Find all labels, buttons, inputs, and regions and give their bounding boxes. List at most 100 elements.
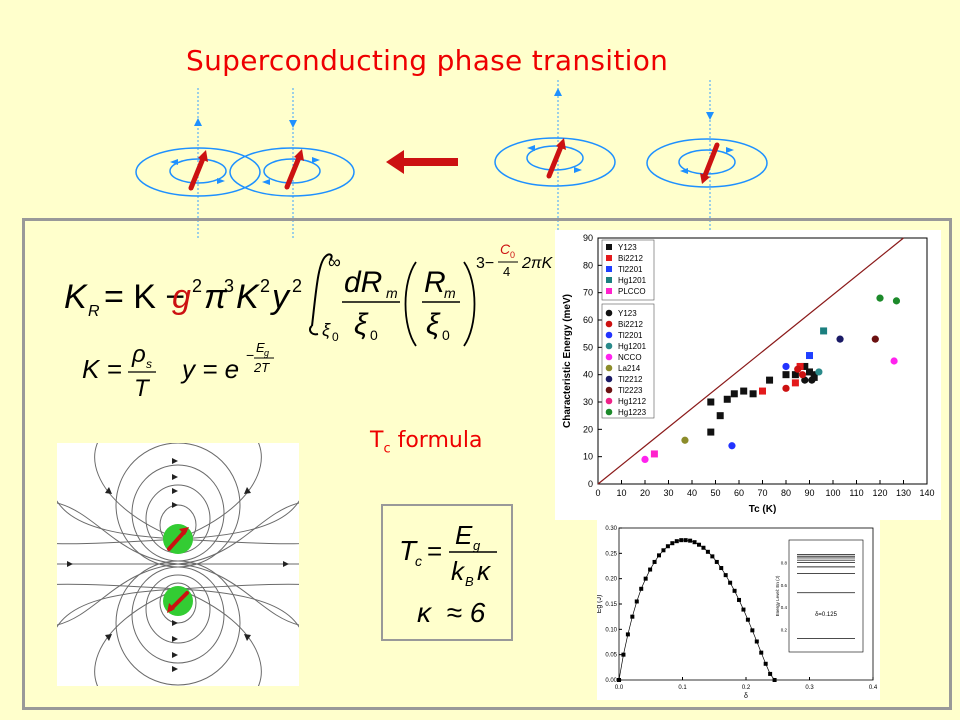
down-arrow-icon [289, 120, 297, 128]
y-tick-label: 20 [583, 424, 593, 434]
formula-text: ξ [426, 308, 441, 341]
formula-text: 0 [442, 327, 450, 343]
y-tick-label: 70 [583, 288, 593, 298]
data-point [794, 365, 802, 373]
formula-text: T [399, 535, 418, 566]
formula-text: 0 [510, 250, 515, 260]
legend-marker [605, 408, 613, 416]
legend-label: Tl2223 [618, 386, 643, 395]
formula-text: m [444, 285, 456, 301]
y-tick-label: 0.30 [605, 526, 617, 532]
slide-title: Superconducting phase transition [186, 44, 669, 77]
data-point [621, 652, 626, 657]
dipole-field-figure [0, 422, 360, 707]
legend-marker [605, 320, 613, 328]
data-point [634, 599, 639, 604]
data-point [745, 617, 750, 622]
x-tick-label: 110 [849, 488, 863, 498]
inset-tick-label: 0.2 [781, 628, 788, 633]
formula-text: R [88, 303, 100, 320]
formula-text: 3 [224, 276, 234, 296]
legend-marker [605, 386, 613, 394]
y-tick-label: 0.15 [605, 602, 617, 608]
data-point [728, 442, 736, 450]
legend-label: La214 [618, 364, 641, 373]
x-tick-label: 90 [804, 488, 814, 498]
data-point [697, 542, 702, 547]
data-point [630, 614, 635, 619]
data-point [754, 639, 759, 644]
spin-arrow [284, 152, 303, 190]
data-point [759, 387, 766, 395]
y-axis-label: Characteristic Energy (meV) [562, 294, 573, 428]
formula-text: κ [477, 556, 492, 586]
data-point [749, 390, 757, 398]
formula-text: c [415, 553, 422, 569]
legend-marker [605, 342, 613, 350]
formula-text: K = [82, 354, 122, 384]
data-point [801, 362, 809, 370]
data-point [772, 678, 777, 682]
y-tick-label: 10 [583, 452, 593, 462]
legend-label: Y123 [618, 243, 637, 252]
data-point [728, 580, 733, 585]
data-point [643, 576, 648, 581]
up-arrow-icon [194, 118, 202, 126]
data-point [652, 559, 657, 564]
legend-marker [605, 309, 613, 317]
legend-label: Bi2212 [618, 254, 643, 263]
formula-text: E [455, 520, 473, 550]
data-point [791, 379, 799, 387]
formula-text: 2πK [521, 255, 554, 272]
y-tick-label: 0.05 [605, 653, 617, 659]
content-frame [22, 218, 952, 710]
inset-tick-label: 0.8 [781, 560, 788, 565]
down-arrow-icon [706, 112, 714, 120]
data-point [782, 384, 790, 392]
formula-text: ρ [131, 341, 146, 368]
tc-formula-label: Tc formula [370, 428, 482, 456]
data-point [688, 538, 693, 543]
x-tick-label: 0.3 [805, 685, 814, 691]
legend-label: Tl2201 [618, 265, 643, 274]
data-point [766, 376, 774, 384]
y-tick-label: 40 [583, 370, 593, 380]
legend-label: Hg1212 [618, 397, 647, 406]
formula-text: π [204, 278, 228, 316]
y-tick-label: 0 [588, 479, 593, 489]
data-point [661, 548, 666, 553]
vortex-ring [169, 158, 227, 184]
data-point [679, 538, 684, 543]
tc-scatter-chart: 0 10 20 30 40 50 60 70 80 90 100 110 120 130 140 0 10 20 3… [555, 230, 941, 520]
formula-text: = K − [104, 278, 185, 316]
legend-label: Tl2212 [618, 375, 643, 384]
vortex-ring [229, 147, 355, 197]
x-axis-label: Tc (K) [749, 504, 777, 515]
x-tick-label: 0.2 [742, 685, 751, 691]
spin-arrow [188, 153, 207, 191]
formula-text: κ ≈ 6 [417, 597, 486, 628]
formula-text: B [465, 574, 474, 589]
x-tick-label: 20 [640, 488, 650, 498]
legend-label: NCCO [618, 353, 642, 362]
tc-label-rest: formula [390, 428, 483, 453]
data-point [732, 588, 737, 593]
x-tick-label: 40 [687, 488, 697, 498]
legend-marker [606, 288, 612, 294]
x-tick-label: 100 [825, 488, 840, 498]
data-point [871, 335, 879, 343]
x-tick-label: 10 [616, 488, 626, 498]
formula-text: 2 [292, 276, 302, 296]
inset-frame [788, 539, 864, 653]
legend-marker [605, 353, 613, 361]
formula-text: y [270, 278, 291, 316]
data-point [782, 362, 790, 371]
formula-text: C [500, 241, 511, 257]
data-point [670, 541, 675, 546]
x-tick-label: 120 [872, 488, 887, 498]
legend-marker [605, 397, 613, 405]
formula-text: 2 [192, 276, 202, 296]
spin-arrow [701, 142, 720, 181]
data-point [806, 352, 813, 360]
data-point [681, 436, 689, 444]
